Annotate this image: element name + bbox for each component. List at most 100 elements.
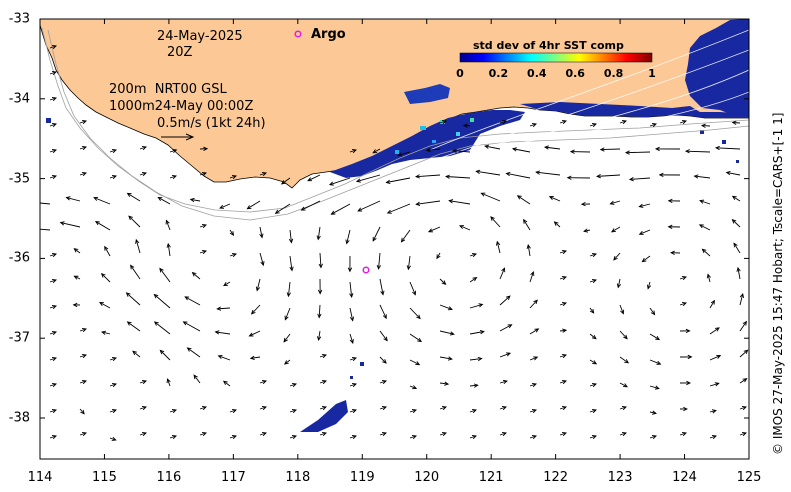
current-arrowhead	[415, 201, 421, 206]
current-arrow	[219, 203, 231, 209]
current-arrow	[499, 380, 508, 384]
current-arrowhead	[357, 207, 363, 212]
current-arrowhead	[507, 324, 513, 329]
current-arrowhead	[307, 177, 313, 182]
current-arrowhead	[731, 195, 737, 200]
current-arrowhead	[687, 354, 693, 360]
current-arrow	[379, 278, 384, 295]
current-arrow	[158, 197, 171, 205]
scale-arrow	[161, 133, 195, 141]
current-arrow	[283, 333, 291, 343]
x-tick-label: 118	[285, 470, 311, 485]
current-arrow	[619, 330, 628, 339]
current-arrowhead	[415, 361, 421, 366]
current-arrowhead	[51, 97, 57, 102]
current-arrowhead	[135, 238, 140, 244]
current-arrowhead	[449, 331, 455, 336]
current-arrow	[679, 302, 687, 306]
current-arrow	[49, 435, 57, 439]
current-arrow	[49, 45, 57, 49]
current-arrow	[79, 408, 85, 415]
current-arrowhead	[125, 292, 131, 297]
current-arrowhead	[231, 435, 237, 440]
current-arrow	[289, 435, 297, 439]
current-arrowhead	[599, 147, 605, 152]
current-arrow	[319, 432, 327, 436]
current-arrowhead	[274, 209, 280, 214]
current-arrow	[559, 432, 567, 436]
current-arrow	[610, 200, 621, 205]
current-arrowhead	[714, 327, 720, 332]
current-arrow	[512, 148, 531, 153]
current-arrowhead	[51, 253, 57, 258]
current-arrowhead	[100, 272, 106, 278]
current-arrowhead	[104, 245, 109, 251]
current-arrow	[165, 220, 171, 231]
current-arrow	[169, 175, 177, 179]
current-arrowhead	[621, 432, 627, 437]
scale-label: 0.5m/s (1kt 24h)	[157, 116, 266, 131]
current-arrow	[49, 123, 57, 127]
current-arrowhead	[743, 349, 749, 355]
current-arrow	[139, 380, 147, 384]
current-arrowhead	[471, 253, 477, 258]
current-arrowhead	[51, 331, 57, 336]
current-arrowhead	[51, 45, 57, 50]
current-arrowhead	[51, 383, 57, 388]
current-arrowhead	[51, 435, 57, 440]
current-arrowhead	[101, 330, 107, 335]
current-arrowhead	[261, 432, 267, 437]
current-arrow	[349, 149, 357, 153]
current-arrowhead	[201, 224, 207, 229]
current-arrow	[469, 409, 477, 413]
current-arrowhead	[502, 379, 508, 385]
current-arrow	[184, 296, 201, 306]
current-arrowhead	[189, 197, 195, 203]
current-arrow	[190, 198, 201, 202]
current-arrowhead	[427, 228, 433, 233]
current-arrow	[529, 383, 537, 387]
current-arrowhead	[172, 148, 178, 154]
current-arrow	[387, 203, 411, 214]
current-arrowhead	[531, 435, 537, 440]
current-arrowhead	[436, 254, 441, 260]
current-arrow	[499, 324, 512, 332]
current-arrow	[559, 276, 567, 280]
current-arrowhead	[111, 436, 117, 441]
current-arrow	[135, 239, 141, 254]
current-arrowhead	[681, 302, 687, 307]
current-arrow	[223, 380, 231, 387]
current-arrow	[281, 177, 291, 185]
current-arrow	[74, 248, 81, 254]
current-arrow	[217, 307, 231, 310]
y-tick-label: -33	[8, 11, 30, 27]
current-arrow	[167, 378, 171, 387]
current-arrow	[127, 192, 141, 202]
current-arrow	[517, 195, 531, 205]
current-arrow	[709, 327, 720, 335]
current-arrowhead	[616, 283, 622, 289]
current-arrowhead	[376, 264, 381, 270]
current-arrow	[95, 221, 111, 231]
current-arrow	[199, 172, 207, 176]
current-arrow	[101, 331, 111, 335]
x-tick-label: 115	[92, 470, 117, 485]
current-arrow	[199, 224, 207, 228]
current-arrow	[499, 268, 505, 280]
current-arrowhead	[132, 350, 137, 356]
current-arrow	[109, 149, 117, 153]
argo-float-marker	[362, 266, 370, 274]
current-arrow	[716, 147, 741, 150]
current-arrowhead	[93, 196, 99, 201]
current-arrowhead	[126, 192, 132, 197]
current-arrow	[247, 200, 261, 210]
current-arrowhead	[229, 231, 235, 237]
current-arrowhead	[561, 432, 567, 437]
x-tick-label: 121	[478, 470, 504, 485]
current-arrow	[379, 330, 388, 341]
current-arrowhead	[623, 383, 628, 388]
current-arrowhead	[714, 382, 720, 387]
current-arrow	[726, 171, 741, 176]
current-arrow	[499, 406, 507, 410]
current-arrowhead	[128, 215, 133, 221]
